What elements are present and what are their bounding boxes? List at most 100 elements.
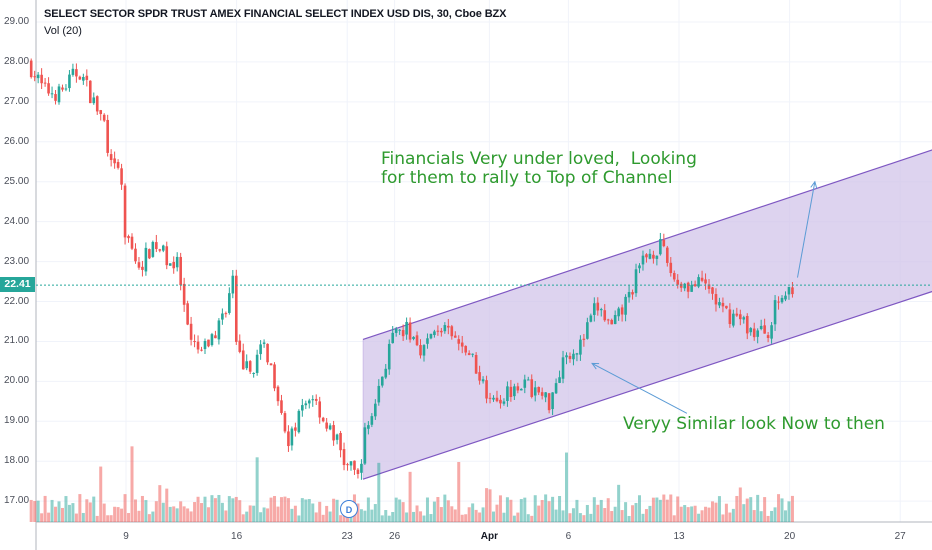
candle-body[interactable]	[207, 339, 210, 347]
candle-body[interactable]	[189, 323, 193, 340]
candle-body[interactable]	[679, 283, 683, 288]
volume-indicator-label[interactable]: Vol (20)	[44, 25, 82, 37]
candle-body[interactable]	[453, 335, 457, 338]
candle-body[interactable]	[40, 74, 43, 84]
candle-body[interactable]	[241, 350, 245, 370]
candle-body[interactable]	[186, 303, 189, 325]
candle-body[interactable]	[276, 386, 280, 402]
candle-body[interactable]	[99, 110, 103, 115]
candle-body[interactable]	[57, 86, 61, 103]
candle-body[interactable]	[394, 328, 398, 333]
candle-body[interactable]	[328, 425, 332, 430]
candle-body[interactable]	[321, 417, 325, 422]
candle-body[interactable]	[290, 428, 294, 446]
candle-body[interactable]	[332, 425, 335, 441]
candle-body[interactable]	[540, 392, 544, 396]
candle-body[interactable]	[631, 292, 634, 295]
candle-body[interactable]	[384, 368, 388, 378]
candle-body[interactable]	[228, 293, 231, 313]
candle-body[interactable]	[182, 283, 186, 305]
candle-body[interactable]	[314, 398, 318, 401]
candle-body[interactable]	[262, 342, 266, 344]
candle-body[interactable]	[161, 245, 165, 251]
candle-body[interactable]	[193, 341, 196, 343]
candle-body[interactable]	[426, 338, 429, 344]
candle-body[interactable]	[547, 393, 551, 411]
candle-body[interactable]	[766, 335, 770, 338]
candle-body[interactable]	[666, 247, 669, 263]
candle-body[interactable]	[68, 74, 71, 89]
candle-body[interactable]	[467, 353, 471, 356]
candle-body[interactable]	[721, 302, 725, 307]
candle-body[interactable]	[85, 75, 89, 80]
candle-body[interactable]	[377, 385, 381, 403]
candle-body[interactable]	[95, 96, 99, 112]
candle-body[interactable]	[43, 82, 47, 84]
candle-body[interactable]	[33, 76, 36, 78]
candle-body[interactable]	[356, 469, 360, 474]
candle-body[interactable]	[92, 97, 96, 104]
candle-body[interactable]	[513, 386, 516, 397]
candle-body[interactable]	[506, 386, 509, 401]
candle-body[interactable]	[47, 83, 50, 94]
candle-body[interactable]	[683, 283, 686, 289]
candle-body[interactable]	[141, 266, 144, 270]
candle-body[interactable]	[349, 461, 353, 466]
dividend-marker[interactable]: D	[340, 500, 358, 518]
candle-body[interactable]	[735, 313, 739, 316]
candle-body[interactable]	[502, 401, 506, 404]
candle-body[interactable]	[603, 310, 607, 321]
candle-body[interactable]	[485, 380, 488, 399]
candle-body[interactable]	[579, 339, 582, 355]
candle-body[interactable]	[172, 261, 176, 269]
candle-body[interactable]	[61, 87, 64, 90]
candle-body[interactable]	[596, 302, 600, 311]
candle-body[interactable]	[784, 295, 787, 300]
candle-body[interactable]	[29, 60, 33, 78]
candle-body[interactable]	[617, 308, 620, 317]
channel-lower-line[interactable]	[362, 266, 932, 480]
candle-body[interactable]	[589, 315, 593, 322]
channel-upper-line[interactable]	[362, 124, 932, 341]
candle-body[interactable]	[64, 88, 68, 90]
candle-body[interactable]	[203, 340, 207, 350]
candle-body[interactable]	[697, 277, 700, 287]
candle-body[interactable]	[165, 246, 169, 266]
candle-body[interactable]	[558, 377, 561, 383]
candle-body[interactable]	[273, 364, 276, 389]
candle-body[interactable]	[447, 325, 450, 328]
candle-body[interactable]	[700, 277, 704, 281]
candle-body[interactable]	[405, 321, 408, 335]
candle-body[interactable]	[756, 330, 759, 337]
annotation-arrow-line[interactable]	[797, 181, 816, 278]
candle-body[interactable]	[551, 392, 554, 410]
candle-body[interactable]	[231, 275, 235, 294]
candle-body[interactable]	[419, 345, 422, 356]
candle-body[interactable]	[725, 305, 728, 309]
candle-body[interactable]	[287, 431, 290, 447]
candle-body[interactable]	[739, 314, 742, 320]
candle-body[interactable]	[728, 309, 732, 325]
candle-body[interactable]	[474, 354, 478, 374]
candle-body[interactable]	[509, 386, 513, 398]
candle-body[interactable]	[537, 386, 540, 393]
candle-body[interactable]	[335, 434, 339, 440]
candle-body[interactable]	[554, 383, 558, 394]
candle-body[interactable]	[742, 317, 746, 320]
candle-body[interactable]	[360, 463, 363, 473]
candle-body[interactable]	[582, 338, 586, 340]
candle-body[interactable]	[575, 353, 579, 355]
candle-body[interactable]	[339, 433, 342, 451]
candle-body[interactable]	[759, 325, 763, 329]
candle-body[interactable]	[787, 286, 791, 295]
candle-body[interactable]	[175, 256, 179, 268]
candle-body[interactable]	[127, 236, 130, 239]
candle-body[interactable]	[266, 343, 269, 363]
candle-body[interactable]	[732, 313, 735, 326]
candle-body[interactable]	[669, 262, 673, 274]
candle-body[interactable]	[634, 269, 638, 294]
candle-body[interactable]	[50, 93, 54, 95]
candle-body[interactable]	[429, 333, 433, 339]
candle-body[interactable]	[624, 296, 627, 315]
